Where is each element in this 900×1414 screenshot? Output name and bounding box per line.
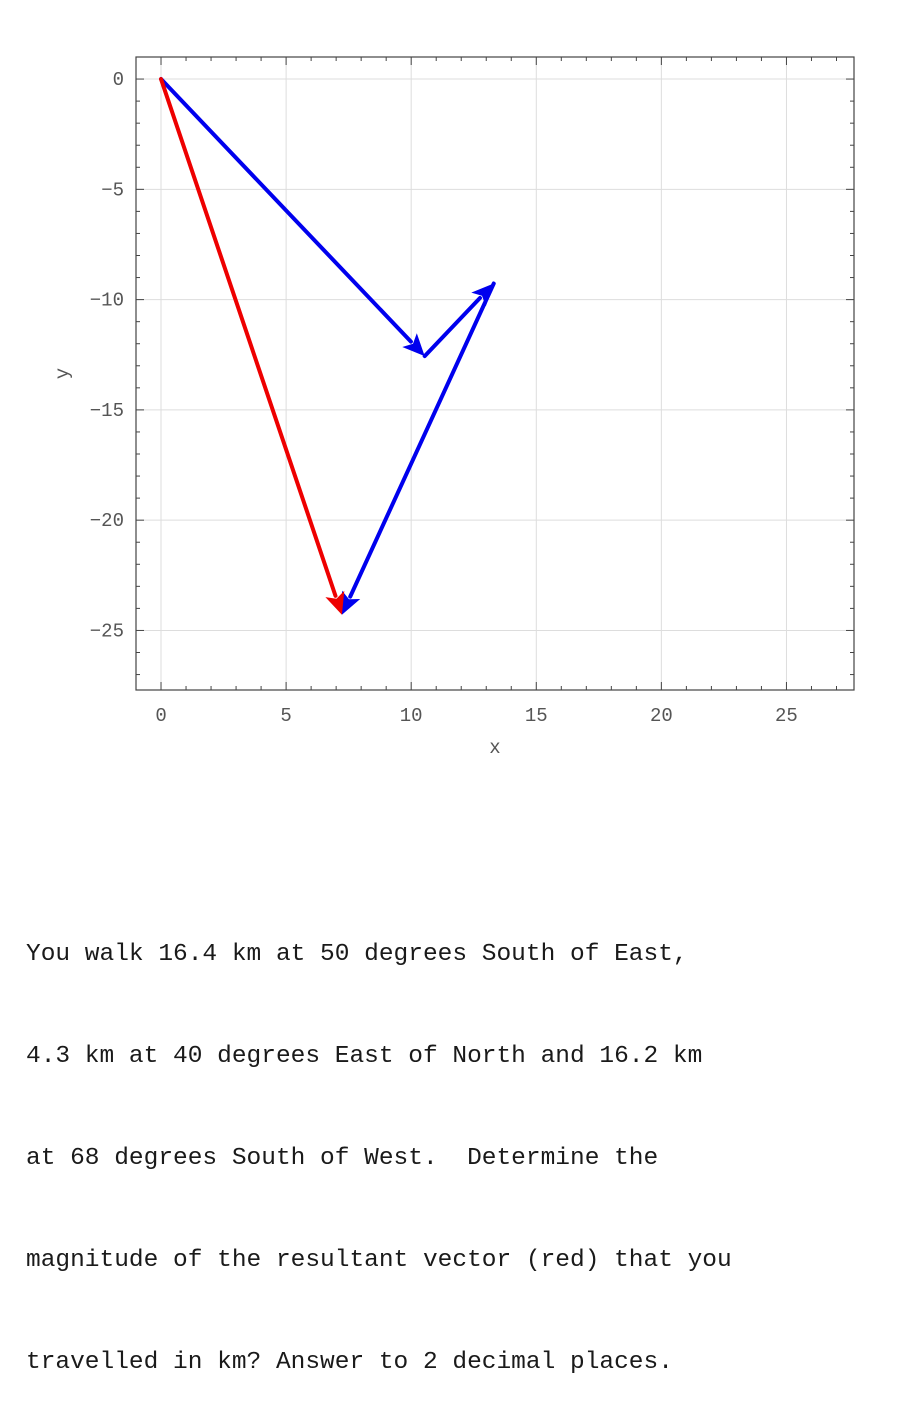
x-tick-label: 10 — [400, 705, 423, 727]
question-line: travelled in km? Answer to 2 decimal pla… — [26, 1349, 673, 1376]
axis-ticks — [136, 57, 854, 690]
vectors — [159, 77, 496, 615]
y-tick-label: −5 — [101, 179, 124, 201]
vector-arrow-4 — [159, 77, 345, 615]
x-tick-label: 20 — [650, 705, 673, 727]
vector-shaft — [422, 296, 482, 359]
question-line: 4.3 km at 40 degrees East of North and 1… — [26, 1043, 703, 1070]
vector-head — [341, 590, 361, 615]
vector-shaft — [159, 77, 413, 344]
x-tick-label: 5 — [280, 705, 291, 727]
vector-head — [402, 333, 425, 357]
x-tick-label: 15 — [525, 705, 548, 727]
vector-head — [325, 590, 345, 615]
vector-head — [471, 283, 494, 307]
x-axis-label: x — [489, 737, 500, 759]
y-tick-label: −10 — [90, 290, 124, 312]
vector-shaft — [159, 77, 338, 598]
plot-frame — [135, 56, 855, 691]
grid-lines — [136, 57, 854, 690]
vector-arrow-1 — [159, 77, 425, 357]
tick-labels: 0 5 10 15 20 25 0 −5 −10 −15 −20 −25 — [90, 69, 798, 727]
question-text: You walk 16.4 km at 50 degrees South of … — [26, 870, 886, 1414]
question-line: at 68 degrees South of West. Determine t… — [26, 1145, 659, 1172]
y-tick-label: 0 — [113, 69, 124, 91]
vector-arrow-3 — [341, 281, 496, 615]
question-line: You walk 16.4 km at 50 degrees South of … — [26, 941, 688, 968]
y-tick-label: −25 — [90, 620, 124, 642]
x-tick-label: 25 — [775, 705, 798, 727]
vector-arrow-2 — [422, 283, 494, 359]
y-axis-label: y — [52, 368, 74, 379]
chart-svg: 0 5 10 15 20 25 0 −5 −10 −15 −20 −25 x y — [52, 56, 855, 759]
y-tick-label: −20 — [90, 510, 124, 532]
question-line: magnitude of the resultant vector (red) … — [26, 1247, 732, 1274]
y-tick-label: −15 — [90, 400, 124, 422]
x-tick-label: 0 — [155, 705, 166, 727]
vector-shaft — [348, 281, 496, 599]
vector-chart: 0 5 10 15 20 25 0 −5 −10 −15 −20 −25 x y — [52, 56, 855, 759]
